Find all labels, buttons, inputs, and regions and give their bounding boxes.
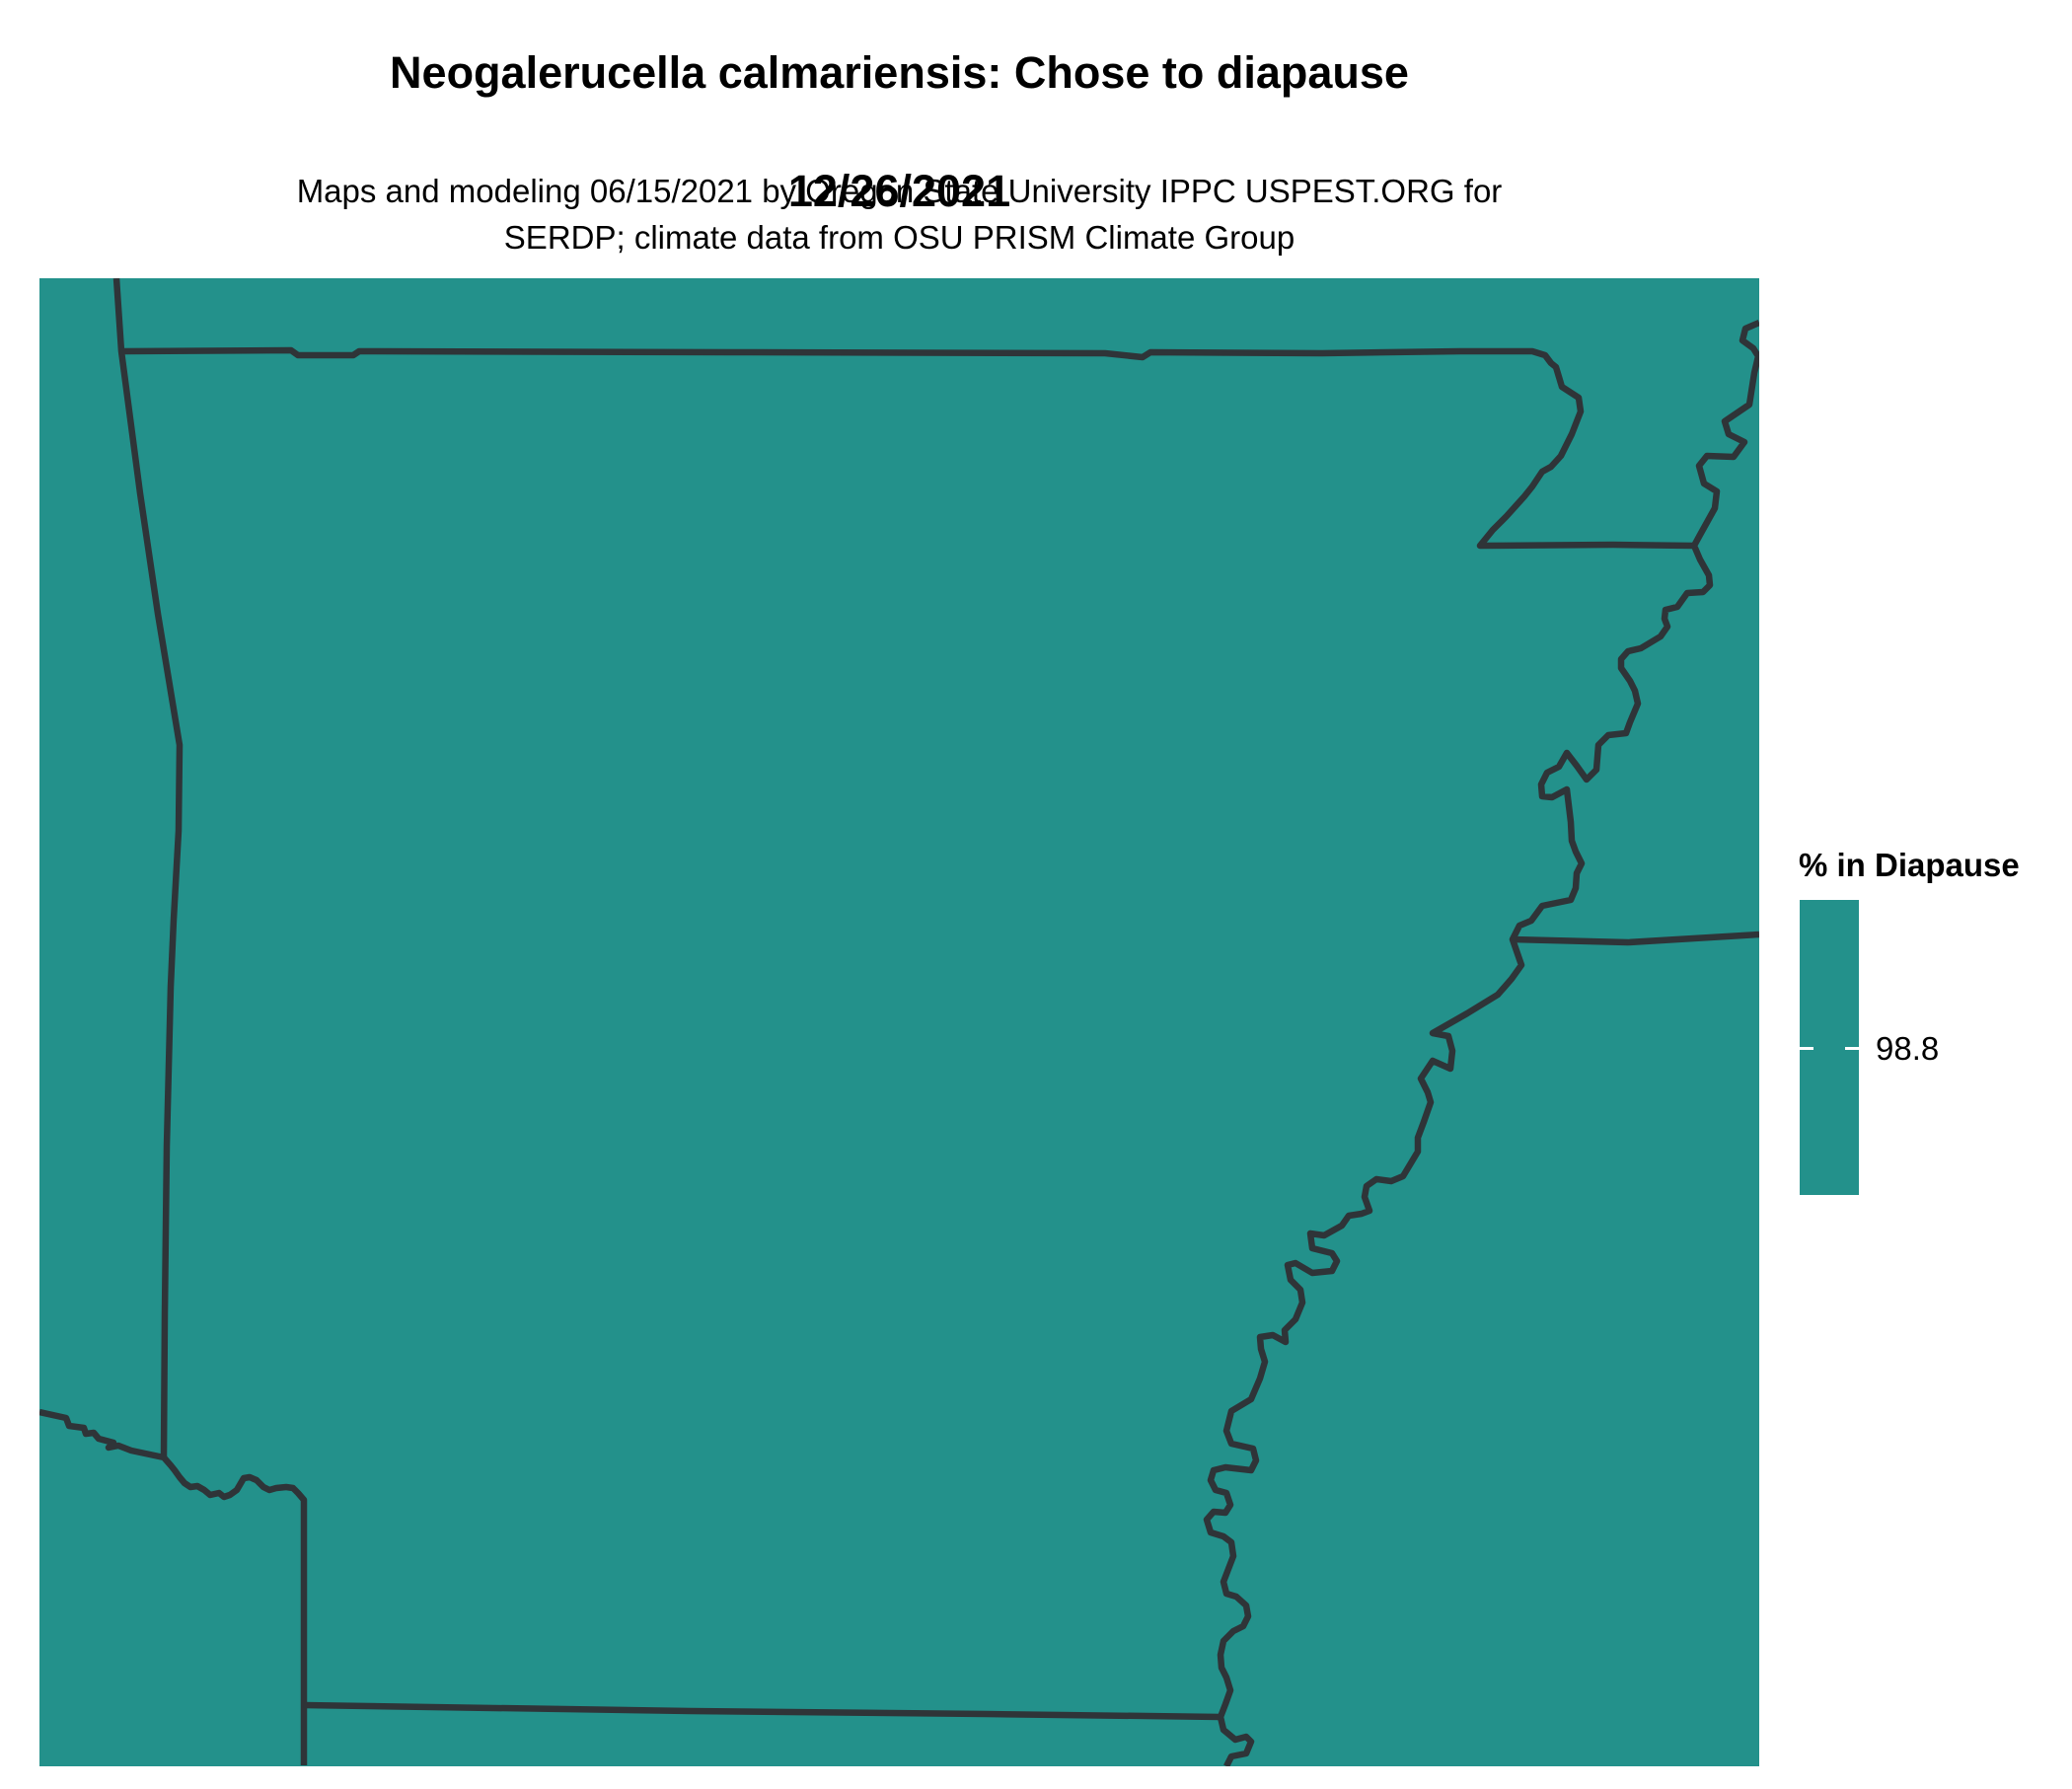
legend-tick-right [1845, 1047, 1859, 1050]
state-borders-map [39, 278, 1759, 1766]
legend-title: % in Diapause [1799, 847, 2020, 883]
page-title: Neogalerucella calmariensis: Chose to di… [39, 43, 1759, 221]
border-south-louisiana [303, 1701, 1221, 1721]
map-panel [39, 278, 1759, 1766]
border-mississippi-river [1203, 320, 1759, 1766]
subtitle-line-2: SERDP; climate data from OSU PRISM Clima… [503, 219, 1295, 256]
figure-subtitle: Maps and modeling 06/15/2021 by Oregon S… [39, 168, 1759, 261]
border-red-river-texas [39, 1408, 308, 1765]
border-west-oklahoma [112, 278, 184, 1458]
legend-tick-label: 98.8 [1876, 1030, 1940, 1067]
border-north-missouri-bootheel [120, 346, 1695, 550]
title-line-2: 12/26/2021 [787, 166, 1011, 216]
border-tennessee-mississippi-line [1512, 931, 1759, 946]
map-raster-fill [39, 278, 1759, 1766]
title-line-1: Neogalerucella calmariensis: Chose to di… [390, 47, 1409, 98]
legend-tick-left [1800, 1047, 1813, 1050]
subtitle-line-1: Maps and modeling 06/15/2021 by Oregon S… [296, 173, 1503, 209]
